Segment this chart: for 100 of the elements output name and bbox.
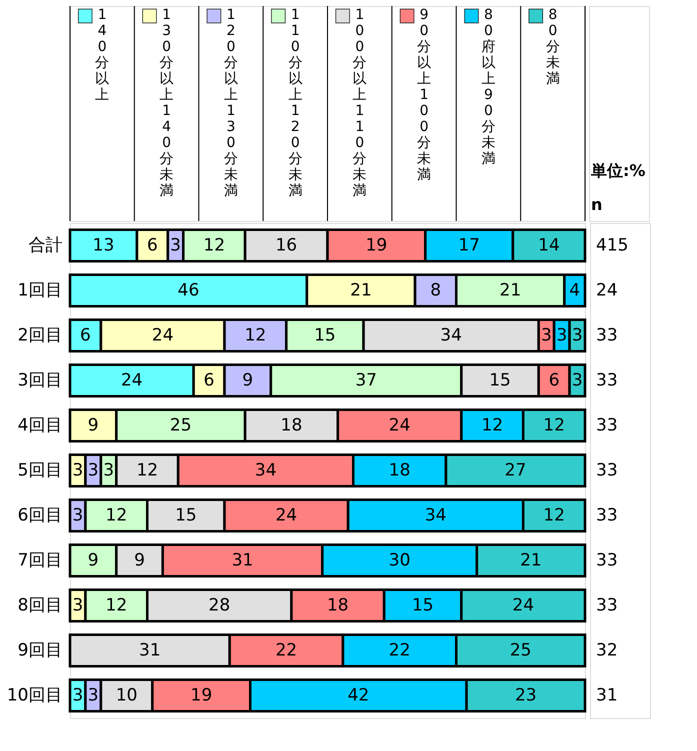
text: 単位:% <box>590 161 646 180</box>
y-tick-label: 7回目 <box>18 550 62 570</box>
text: 33 <box>596 550 618 570</box>
data-label: 14 <box>538 236 560 256</box>
data-label: 17 <box>458 236 480 256</box>
data-label: 25 <box>170 416 192 436</box>
text: n <box>591 195 602 214</box>
data-label: 12 <box>203 236 226 256</box>
data-label: 22 <box>275 640 298 660</box>
data-label: 12 <box>244 326 266 346</box>
text: 33 <box>596 326 618 346</box>
data-label: 9 <box>134 550 145 570</box>
data-label: 18 <box>326 596 349 616</box>
data-label: 3 <box>572 326 583 346</box>
data-label: 22 <box>388 640 410 660</box>
data-label: 23 <box>514 686 537 706</box>
data-label: 28 <box>208 596 230 616</box>
y-tick-label: 2回目 <box>18 326 62 346</box>
data-label: 12 <box>543 416 565 436</box>
data-label: 3 <box>88 686 99 706</box>
y-tick-label: 3回目 <box>18 370 62 390</box>
data-label: 12 <box>106 506 128 526</box>
data-label: 24 <box>152 326 174 346</box>
data-label: 3 <box>556 326 568 346</box>
data-label: 19 <box>366 236 388 256</box>
data-label: 15 <box>489 370 511 390</box>
text: 130分以上140分未満 <box>160 7 174 199</box>
data-label: 27 <box>504 460 526 480</box>
data-label: 9 <box>88 416 99 436</box>
y-tick-label: 1回目 <box>18 280 62 300</box>
data-label: 3 <box>72 686 84 706</box>
y-tick-label: 9回目 <box>18 640 62 660</box>
data-label: 3 <box>72 460 84 480</box>
text: 33 <box>596 506 618 526</box>
text: 100分以上110分未満 <box>352 7 367 199</box>
text: 32 <box>596 640 618 660</box>
data-label: 34 <box>254 460 277 480</box>
data-label: 18 <box>388 460 410 480</box>
data-label: 24 <box>120 370 143 390</box>
data-label: 24 <box>512 596 534 616</box>
data-label: 15 <box>412 596 434 616</box>
text: 120分以上130分未満 <box>224 7 238 199</box>
data-label: 25 <box>510 640 532 660</box>
data-label: 3 <box>88 460 99 480</box>
data-label: 3 <box>72 596 84 616</box>
data-label: 6 <box>80 326 91 346</box>
data-label: 21 <box>500 280 522 300</box>
text: 31 <box>596 686 618 706</box>
data-label: 21 <box>520 550 542 570</box>
text: 90分以上100分未満 <box>417 7 432 183</box>
y-tick-label: 合計 <box>28 236 62 256</box>
data-label: 37 <box>355 370 377 390</box>
y-tick-label: 6回目 <box>18 506 62 526</box>
data-label: 21 <box>350 280 372 300</box>
data-label: 3 <box>540 326 552 346</box>
data-label: 3 <box>170 236 181 256</box>
data-label: 42 <box>348 686 370 706</box>
y-tick-label: 8回目 <box>18 596 62 616</box>
data-label: 3 <box>72 506 84 526</box>
data-label: 10 <box>116 686 138 706</box>
data-label: 6 <box>204 370 214 390</box>
data-label: 34 <box>424 506 446 526</box>
data-label: 31 <box>232 550 254 570</box>
data-label: 9 <box>242 370 254 390</box>
data-label: 31 <box>139 640 161 660</box>
data-label: 24 <box>388 416 410 436</box>
data-label: 6 <box>548 370 560 390</box>
y-tick-label: 10回目 <box>6 686 62 706</box>
data-label: 15 <box>175 506 197 526</box>
data-label: 46 <box>178 280 200 300</box>
data-label: 3 <box>572 370 583 390</box>
text: 33 <box>596 370 618 390</box>
text: 80府以上90分未満 <box>481 7 496 167</box>
data-label: 15 <box>314 326 336 346</box>
data-label: 13 <box>92 236 114 256</box>
data-label: 24 <box>275 506 298 526</box>
data-label: 16 <box>275 236 298 256</box>
text: 33 <box>596 460 618 480</box>
text: 415 <box>596 236 628 256</box>
text: 33 <box>596 596 618 616</box>
text: 110分以上120分未満 <box>288 7 302 199</box>
data-label: 4 <box>569 280 580 300</box>
data-label: 6 <box>146 236 158 256</box>
y-tick-label: 5回目 <box>18 460 62 480</box>
data-label: 12 <box>543 506 565 526</box>
data-label: 12 <box>136 460 158 480</box>
data-label: 19 <box>190 686 212 706</box>
legend-label: 80分未満 <box>546 7 560 87</box>
data-label: 30 <box>388 550 410 570</box>
legend-label: 140分以上 <box>95 7 110 103</box>
y-tick-label: 4回目 <box>18 416 62 436</box>
text: 24 <box>596 280 618 300</box>
data-label: 18 <box>280 416 302 436</box>
data-label: 8 <box>430 280 442 300</box>
data-label: 9 <box>88 550 99 570</box>
data-label: 12 <box>481 416 504 436</box>
data-label: 34 <box>440 326 462 346</box>
text: 33 <box>596 416 618 436</box>
data-label: 3 <box>103 460 114 480</box>
data-label: 12 <box>106 596 128 616</box>
